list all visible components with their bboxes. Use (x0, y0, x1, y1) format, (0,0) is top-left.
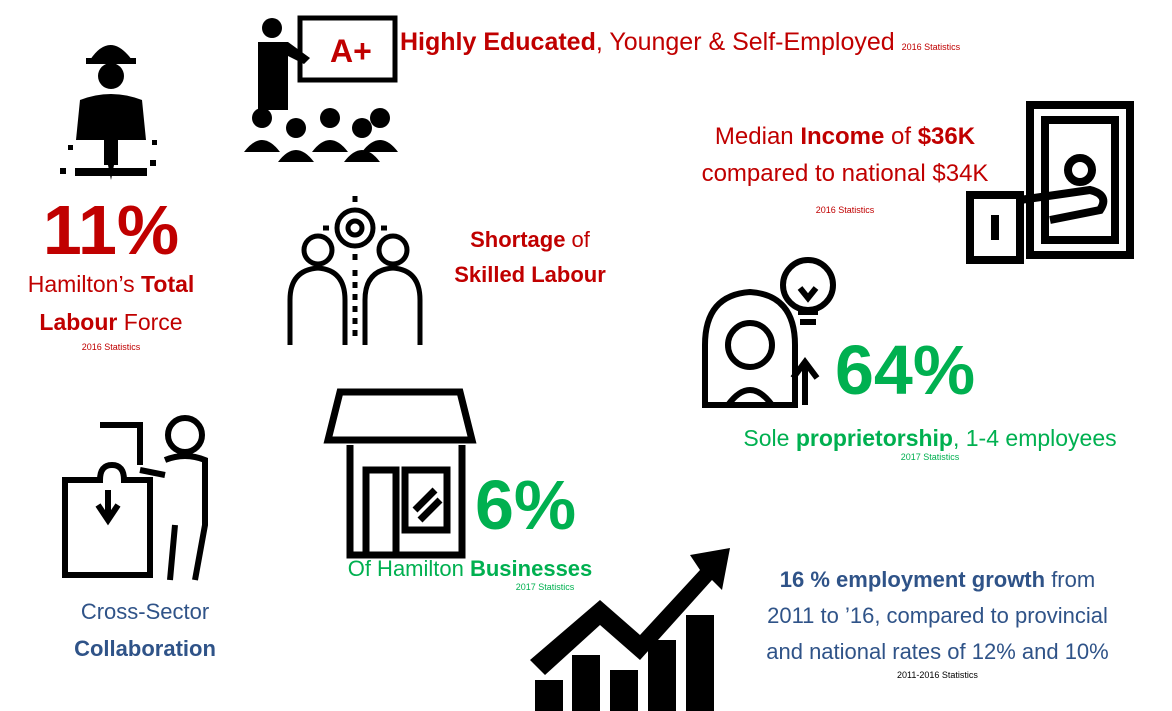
growth-block: 16 % employment growth from 2011 to ’16,… (705, 562, 1170, 680)
text: Collaboration (74, 636, 216, 661)
text: Labour (39, 309, 118, 335)
stat: 11% (42, 191, 180, 269)
text: Highly Educated (400, 28, 596, 56)
text: of (884, 123, 918, 150)
income-icon (966, 101, 1134, 264)
businesses-block: Of Hamilton Businesses 2017 Statistics (310, 556, 630, 592)
source: 2017 Statistics (515, 582, 575, 592)
source: 2016 Statistics (815, 205, 875, 215)
a-plus-mark: A+ (330, 33, 372, 69)
text: Force (117, 309, 183, 335)
text: , 1-4 employees (952, 425, 1117, 451)
teacher-icon: A+ (244, 15, 398, 162)
income-block: Median Income of $36K compared to nation… (660, 118, 1030, 229)
store-icon (323, 388, 477, 559)
text: Businesses (469, 556, 593, 581)
source: 2011-2016 Statistics (897, 670, 978, 680)
text: Hamilton’s (27, 271, 142, 297)
shortage-block: Shortage of Skilled Labour (430, 222, 630, 292)
skills-icon (287, 196, 423, 345)
text: from (1045, 567, 1096, 592)
entrepreneur-icon (702, 257, 836, 408)
text: , Younger & Self-Employed (595, 28, 895, 56)
text: of (565, 227, 590, 252)
text: $36K (917, 123, 976, 150)
text: proprietorship (795, 425, 953, 451)
proprietorship-block: Sole proprietorship, 1-4 employees 2017 … (700, 425, 1160, 462)
collaboration-icon (62, 415, 208, 581)
source: 2016 Statistics (81, 342, 141, 352)
text: and national rates of 12% and 10% (766, 639, 1109, 664)
labour-block: 11% Hamilton’s Total Labour Force 2016 S… (0, 195, 222, 353)
worker-icon (60, 45, 157, 180)
text: Total (141, 271, 195, 297)
text: Income (800, 123, 885, 150)
text: Of Hamilton (347, 556, 470, 581)
text: Cross-Sector (80, 599, 210, 624)
text: Median (714, 123, 801, 150)
source: 2016 Statistics (901, 42, 961, 52)
stat: 64% (835, 331, 976, 409)
text: 2011 to ’16, compared to provincial (767, 603, 1108, 628)
education-block: Highly Educated, Younger & Self-Employed… (400, 28, 960, 57)
source: 2017 Statistics (900, 452, 960, 462)
text: Skilled Labour (454, 262, 606, 287)
stat: 6% (475, 466, 577, 544)
text: Shortage (470, 227, 566, 252)
growth-icon (530, 548, 730, 711)
text: 16 % employment growth (779, 567, 1046, 592)
text: Sole (743, 425, 796, 451)
collaboration-block: Cross-Sector Collaboration (40, 593, 250, 667)
text: compared to national $34K (701, 160, 989, 187)
